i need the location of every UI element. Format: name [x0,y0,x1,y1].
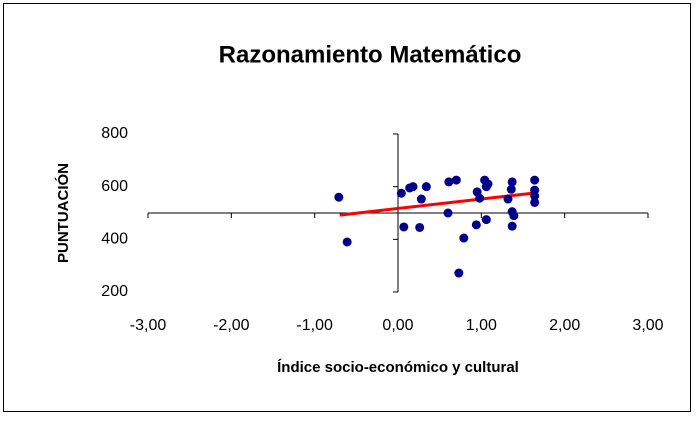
x-tick-label: 1,00 [466,317,497,334]
trendline [339,191,535,217]
y-tick-label: 400 [101,231,128,248]
y-tick-label: 200 [101,283,128,300]
point [530,191,540,201]
point [530,175,540,185]
point [459,233,469,243]
x-tick-label: -1,00 [296,317,333,334]
point [509,211,519,221]
x-tick-label: -3,00 [130,317,167,334]
point [530,197,540,207]
point [475,193,485,203]
chart-border [3,3,691,412]
point [481,215,491,225]
point [408,182,418,192]
chart-title: Razonamiento Matemático [219,41,522,68]
point [454,268,464,278]
x-tick-label: -2,00 [213,317,250,334]
point [444,177,454,187]
point [471,220,481,230]
x-tick-label: 0,00 [382,317,413,334]
point [415,222,425,232]
x-tick-label: 3,00 [632,317,663,334]
x-tick-label: 2,00 [549,317,580,334]
point [503,194,513,204]
point [483,179,493,189]
point [451,175,461,185]
y-tick-label: 800 [101,125,128,142]
point [507,221,517,231]
point [399,222,409,232]
y-tick-label: 600 [101,178,128,195]
point [334,192,344,202]
point [507,177,517,187]
point [443,208,453,218]
x-axis-title: Índice socio-económico y cultural [277,359,519,376]
point [342,237,352,247]
point [396,188,406,198]
point [421,182,431,192]
point [506,184,516,194]
point [416,194,426,204]
y-axis-title: PUNTUACIÓN [54,163,72,263]
